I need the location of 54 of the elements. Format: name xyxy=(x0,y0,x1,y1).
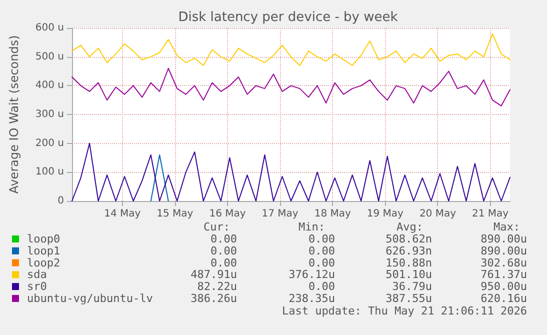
x-tick-label: 14 May xyxy=(104,208,141,220)
legend-label: loop2 xyxy=(27,256,60,270)
y-tick-label: 300 u xyxy=(35,109,64,120)
text: Avg: xyxy=(396,220,423,234)
chart-title: Disk latency per device - by week xyxy=(178,10,398,25)
legend-label: sda xyxy=(27,268,47,282)
text: 302.68u xyxy=(480,256,527,270)
text: 501.10u xyxy=(386,268,432,282)
legend-label: ubuntu-vg/ubuntu-lv xyxy=(27,292,154,305)
legend-label: loop0 xyxy=(27,232,60,246)
y-tick-label: 200 u xyxy=(35,138,64,149)
text: 0.00 xyxy=(210,244,237,258)
legend-label: loop1 xyxy=(27,244,60,258)
text: 487.91u xyxy=(190,268,237,282)
x-tick-label: 21 May xyxy=(472,208,509,220)
text: Min: xyxy=(298,220,325,234)
y-axis-title: Average IO Wait (seconds) xyxy=(7,35,21,194)
x-tick-label: 17 May xyxy=(262,208,298,220)
text: 620.16u xyxy=(480,292,527,305)
line-series xyxy=(72,33,510,66)
x-tick-label: 19 May xyxy=(366,208,404,220)
y-tick-label: 500 u xyxy=(35,51,64,62)
y-tick-label: 600 u xyxy=(35,22,64,34)
text: Cur: xyxy=(204,220,230,234)
y-tick-label: 0 xyxy=(58,196,64,206)
text: 0.00 xyxy=(210,256,237,270)
text: 387.55u xyxy=(386,292,432,305)
text: 950.00u xyxy=(480,280,527,294)
y-tick-label: 100 u xyxy=(35,166,64,178)
x-tick-label: 16 May xyxy=(209,208,246,220)
text: 761.37u xyxy=(480,268,527,282)
legend-label: sr0 xyxy=(27,280,47,294)
text: 0.00 xyxy=(308,244,335,258)
text: Last update: Thu May 21 21:06:11 2026 xyxy=(282,304,527,318)
text: 150.88n xyxy=(386,256,432,270)
text: 36.79u xyxy=(392,280,432,294)
text: 376.12u xyxy=(288,268,335,282)
y-tick-label: 400 u xyxy=(35,80,64,92)
text: Max: xyxy=(494,220,520,234)
text: 82.22u xyxy=(197,280,237,294)
x-tick-label: 15 May xyxy=(156,208,194,220)
text: 508.62n xyxy=(386,232,432,246)
x-tick-label: 18 May xyxy=(314,208,351,220)
text: 386.26u xyxy=(190,292,237,305)
text: 890.00u xyxy=(480,232,527,246)
x-tick-label: 20 May xyxy=(419,208,456,220)
text: 0.00 xyxy=(308,232,335,246)
text: 626.93n xyxy=(386,244,432,258)
line-series xyxy=(72,68,510,106)
text: 0.00 xyxy=(210,232,237,246)
text: 0.00 xyxy=(308,280,335,294)
text: 890.00u xyxy=(480,244,527,258)
text: 238.35u xyxy=(288,292,335,305)
text: 0.00 xyxy=(308,256,335,270)
